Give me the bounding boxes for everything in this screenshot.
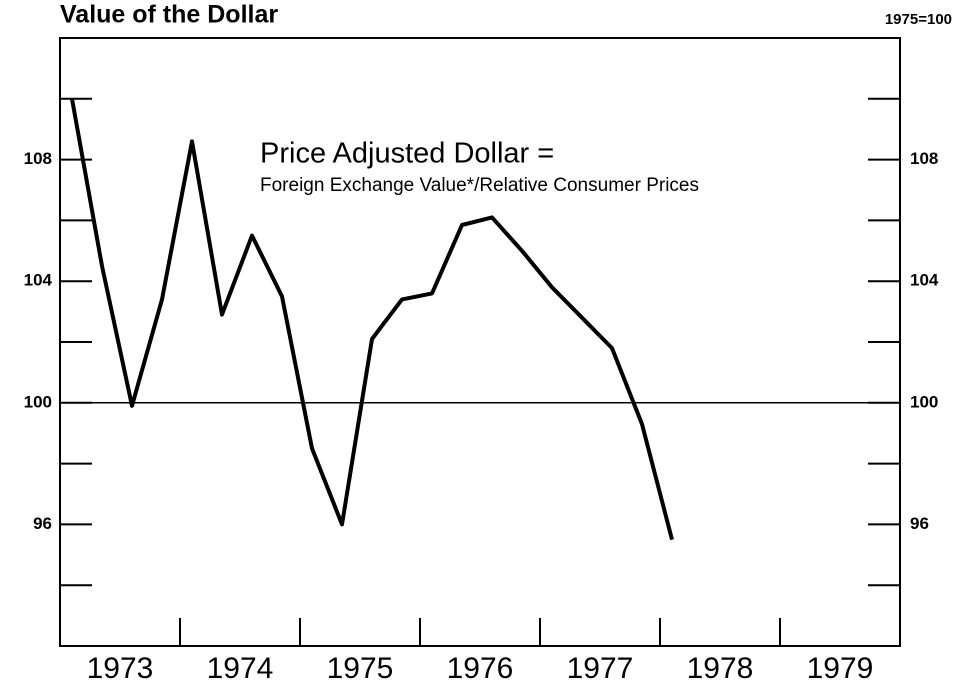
- y2-label: 1975=100: [885, 11, 952, 28]
- y-tick-label: 100: [24, 392, 52, 411]
- plot-frame: [59, 37, 901, 647]
- y-tick-label: 96: [33, 514, 52, 533]
- x-tick-label: 1973: [87, 652, 154, 685]
- data-line: [70, 98, 674, 541]
- x-tick-label: 1976: [447, 652, 514, 685]
- annotation: Price Adjusted Dollar =: [260, 138, 554, 170]
- x-tick-label: 1977: [567, 652, 634, 685]
- annotation: Foreign Exchange Value*/Relative Consume…: [260, 175, 699, 196]
- y2-tick-label: 104: [910, 271, 939, 290]
- y2-tick-label: 100: [910, 392, 938, 411]
- y-tick-label: 104: [24, 271, 53, 290]
- y2-tick-label: 108: [910, 149, 938, 168]
- x-tick-label: 1974: [207, 652, 274, 685]
- x-tick-label: 1979: [807, 652, 874, 685]
- x-tick-label: 1978: [687, 652, 754, 685]
- y2-tick-label: 96: [910, 514, 929, 533]
- y-tick-label: 108: [24, 149, 52, 168]
- chart-title: Value of the Dollar: [60, 1, 278, 29]
- x-tick-label: 1975: [327, 652, 394, 685]
